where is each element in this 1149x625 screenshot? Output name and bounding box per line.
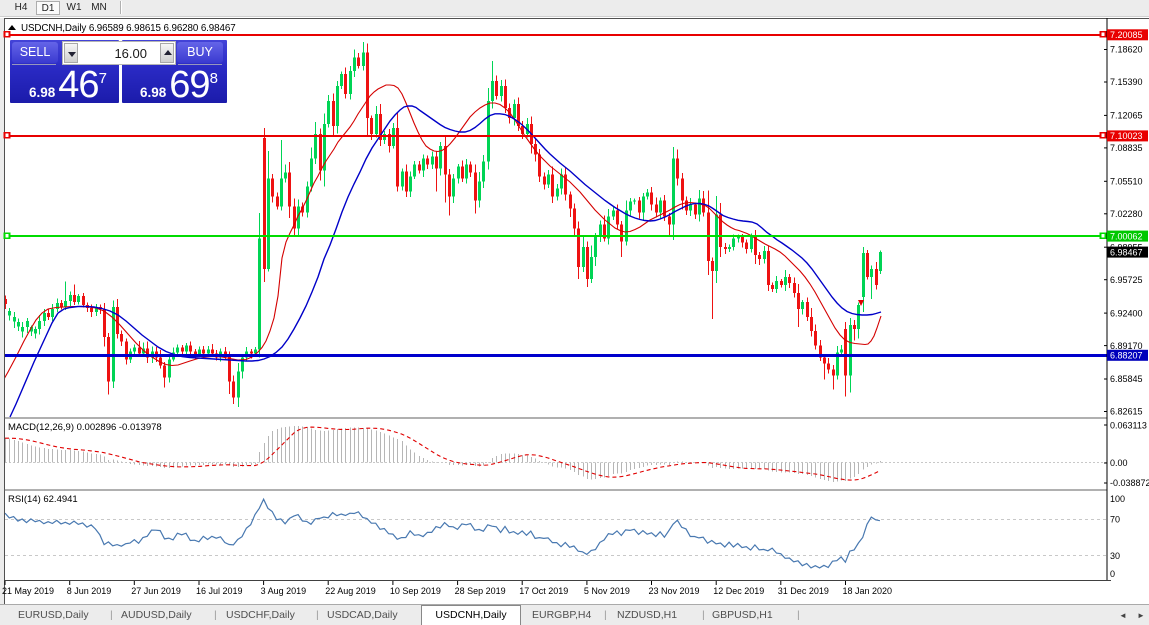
svg-text:USDCNH,Daily 6.96589 6.98615: USDCNH,Daily 6.96589 6.98615 6.96280 6.9… — [21, 23, 236, 34]
svg-text:0.00: 0.00 — [1110, 458, 1128, 468]
svg-text:28 Sep 2019: 28 Sep 2019 — [455, 586, 506, 596]
svg-text:6.89170: 6.89170 — [1110, 341, 1143, 351]
svg-text:6.85845: 6.85845 — [1110, 374, 1143, 384]
svg-text:18 Jan 2020: 18 Jan 2020 — [843, 586, 893, 596]
svg-text:7.00062: 7.00062 — [1110, 231, 1143, 241]
svg-text:6.92400: 6.92400 — [1110, 308, 1143, 318]
svg-text:17 Oct 2019: 17 Oct 2019 — [519, 586, 568, 596]
svg-text:22 Aug 2019: 22 Aug 2019 — [325, 586, 376, 596]
svg-text:RSI(14) 62.4941: RSI(14) 62.4941 — [8, 494, 78, 505]
svg-text:6.98467: 6.98467 — [1110, 247, 1143, 257]
svg-text:7.02280: 7.02280 — [1110, 209, 1143, 219]
svg-text:7.15390: 7.15390 — [1110, 77, 1143, 87]
svg-text:7.20085: 7.20085 — [1110, 30, 1143, 40]
svg-text:7.18620: 7.18620 — [1110, 45, 1143, 55]
svg-text:5 Nov 2019: 5 Nov 2019 — [584, 586, 630, 596]
svg-text:30: 30 — [1110, 551, 1120, 561]
svg-text:6.82615: 6.82615 — [1110, 407, 1143, 417]
svg-text:8 Jun 2019: 8 Jun 2019 — [67, 586, 112, 596]
svg-text:7.05510: 7.05510 — [1110, 177, 1143, 187]
svg-text:70: 70 — [1110, 515, 1120, 525]
svg-text:-0.038872: -0.038872 — [1110, 478, 1149, 488]
svg-text:12 Dec 2019: 12 Dec 2019 — [713, 586, 764, 596]
svg-text:7.12065: 7.12065 — [1110, 111, 1143, 121]
svg-text:31 Dec 2019: 31 Dec 2019 — [778, 586, 829, 596]
svg-text:10 Sep 2019: 10 Sep 2019 — [390, 586, 441, 596]
svg-text:6.95725: 6.95725 — [1110, 275, 1143, 285]
svg-text:3 Aug 2019: 3 Aug 2019 — [261, 586, 307, 596]
svg-text:MACD(12,26,9) 0.002896 -0.0139: MACD(12,26,9) 0.002896 -0.013978 — [8, 422, 162, 433]
svg-text:100: 100 — [1110, 494, 1125, 504]
svg-text:0: 0 — [1110, 569, 1115, 579]
svg-text:21 May 2019: 21 May 2019 — [2, 586, 54, 596]
svg-text:7.08835: 7.08835 — [1110, 143, 1143, 153]
svg-text:0.063113: 0.063113 — [1110, 421, 1147, 431]
svg-text:7.10023: 7.10023 — [1110, 131, 1143, 141]
svg-text:23 Nov 2019: 23 Nov 2019 — [649, 586, 700, 596]
svg-text:16 Jul 2019: 16 Jul 2019 — [196, 586, 243, 596]
svg-text:6.88207: 6.88207 — [1110, 351, 1143, 361]
svg-text:27 Jun 2019: 27 Jun 2019 — [131, 586, 181, 596]
